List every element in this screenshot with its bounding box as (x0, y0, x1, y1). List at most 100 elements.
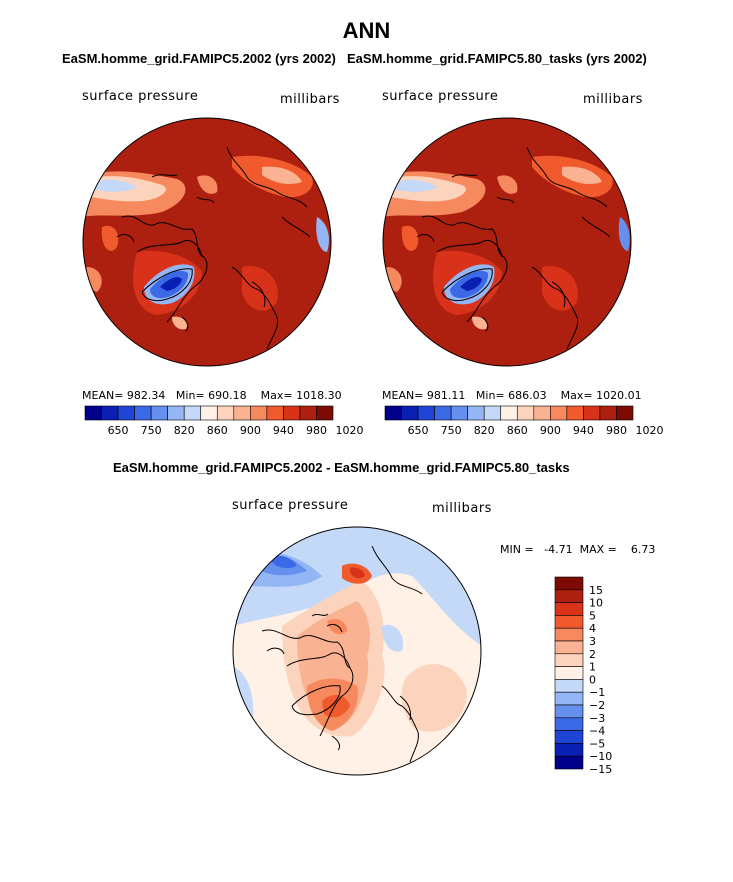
colorbar-tick-label: −3 (589, 712, 605, 725)
colorbar-swatch (516, 405, 535, 421)
colorbar-swatch (200, 405, 218, 421)
panel-3-title: EaSM.homme_grid.FAMIPC5.2002 - EaSM.homm… (113, 460, 570, 475)
colorbar-swatch (250, 405, 268, 421)
panel-2-units-label: millibars (583, 92, 643, 107)
colorbar-swatch (483, 405, 502, 421)
colorbar-swatch (554, 691, 584, 706)
colorbar-swatch (266, 405, 284, 421)
panel-1-title: EaSM.homme_grid.FAMIPC5.2002 (yrs 2002) (62, 51, 336, 66)
colorbar-tick-label: 750 (441, 424, 462, 437)
colorbar-1: 650 750 820 860 900 940 980 1020 (84, 405, 364, 437)
colorbar-swatch (554, 589, 584, 603)
panel-1-variable-label: surface pressure (82, 89, 199, 104)
colorbar-tick-label: 0 (589, 673, 596, 686)
panel-2-max: Max= 1020.01 (560, 389, 642, 402)
colorbar-tick-label: 860 (207, 424, 228, 437)
panel-2-mean: MEAN= 981.11 (382, 389, 466, 402)
colorbar-swatch (566, 405, 584, 421)
colorbar-swatch (554, 627, 584, 642)
colorbar-tick-label: 820 (474, 424, 495, 437)
colorbar-tick-label: −2 (589, 699, 605, 712)
colorbar-swatch (101, 405, 119, 421)
colorbar-tick-label: 940 (573, 424, 594, 437)
colorbar-tick-label: 900 (540, 424, 561, 437)
colorbar-swatch (150, 405, 168, 421)
colorbar-swatch (167, 405, 185, 421)
panel-2-variable-label: surface pressure (382, 89, 499, 104)
colorbar-swatch (316, 405, 334, 421)
colorbar-tick-label: 860 (507, 424, 528, 437)
colorbar-swatch (84, 405, 102, 421)
colorbar-tick-label: 1020 (336, 424, 364, 437)
colorbar-swatch (117, 405, 135, 421)
colorbar-swatch (616, 405, 634, 421)
colorbar-swatch (554, 666, 584, 680)
colorbar-swatch (554, 679, 584, 693)
figure-title: ANN (342, 18, 391, 43)
colorbar-swatch (554, 730, 584, 744)
colorbar-swatch (299, 405, 317, 421)
panel-2-stats: MEAN= 981.11 Min= 686.03 Max= 1020.01 (382, 389, 642, 402)
panel-1-max: Max= 1018.30 (260, 389, 342, 402)
colorbar-tick-label: 4 (589, 622, 596, 635)
colorbar-tick-label: −4 (589, 725, 605, 738)
colorbar-tick-label: 15 (589, 584, 603, 597)
panel-3-variable-label: surface pressure (232, 498, 349, 513)
colorbar-swatch (599, 405, 617, 421)
colorbar-tick-label: 650 (108, 424, 129, 437)
colorbar-swatch (550, 405, 568, 421)
colorbar-swatch (384, 405, 402, 421)
colorbar-swatch (283, 405, 301, 421)
colorbar-tick-label: 940 (273, 424, 294, 437)
colorbar-swatch (401, 405, 419, 421)
panel-1-min: Min= 690.18 (175, 389, 247, 402)
colorbar-swatch (216, 405, 235, 421)
colorbar-swatch (554, 576, 584, 591)
colorbar-swatch (434, 405, 452, 421)
colorbar-tick-label: 10 (589, 597, 603, 610)
colorbar-tick-label: −1 (589, 686, 605, 699)
panel-3-units-label: millibars (432, 501, 492, 516)
panel-1-stats: MEAN= 982.34 Min= 690.18 Max= 1018.30 (82, 389, 342, 402)
colorbar-swatch (500, 405, 518, 421)
colorbar-swatch (554, 615, 584, 629)
colorbar-tick-label: 900 (240, 424, 261, 437)
colorbar-tick-label: 750 (141, 424, 162, 437)
colorbar-tick-label: 3 (589, 635, 596, 648)
colorbar-swatch (554, 602, 584, 616)
colorbar-swatch (554, 755, 584, 770)
colorbar-swatch (554, 704, 584, 719)
colorbar-tick-label: 820 (174, 424, 195, 437)
colorbar-tick-label: −10 (589, 750, 612, 763)
colorbar-swatch (533, 405, 551, 421)
colorbar-swatch (183, 405, 202, 421)
colorbar-tick-label: 5 (589, 609, 596, 622)
colorbar-swatch (554, 717, 584, 731)
colorbar-swatch (554, 653, 584, 667)
colorbar-tick-label: 2 (589, 648, 596, 661)
colorbar-tick-label: 980 (606, 424, 627, 437)
panel-2-min: Min= 686.03 (475, 389, 547, 402)
colorbar-2: 650 750 820 860 900 940 980 1020 (384, 405, 664, 437)
colorbar-swatch (134, 405, 152, 421)
polar-map-2 (382, 117, 632, 367)
colorbar-tick-label: 1 (589, 661, 596, 674)
colorbar-swatch (233, 405, 251, 421)
panel-2-title: EaSM.homme_grid.FAMIPC5.80_tasks (yrs 20… (347, 51, 647, 66)
colorbar-tick-label: 650 (408, 424, 429, 437)
polar-map-difference (232, 526, 482, 776)
colorbar-tick-label: −5 (589, 737, 605, 750)
colorbar-swatch (467, 405, 485, 421)
colorbar-swatch (554, 743, 584, 757)
colorbar-swatch (554, 640, 584, 655)
colorbar-tick-label: 1020 (636, 424, 664, 437)
panel-3-minmax: MIN = -4.71 MAX = 6.73 (500, 543, 656, 556)
colorbar-tick-label: −15 (589, 763, 612, 776)
colorbar-swatch (583, 405, 601, 421)
colorbar-tick-label: 980 (306, 424, 327, 437)
colorbar-swatch (450, 405, 468, 421)
panel-1-units-label: millibars (280, 92, 340, 107)
polar-map-1 (82, 117, 332, 367)
colorbar-swatch (417, 405, 435, 421)
